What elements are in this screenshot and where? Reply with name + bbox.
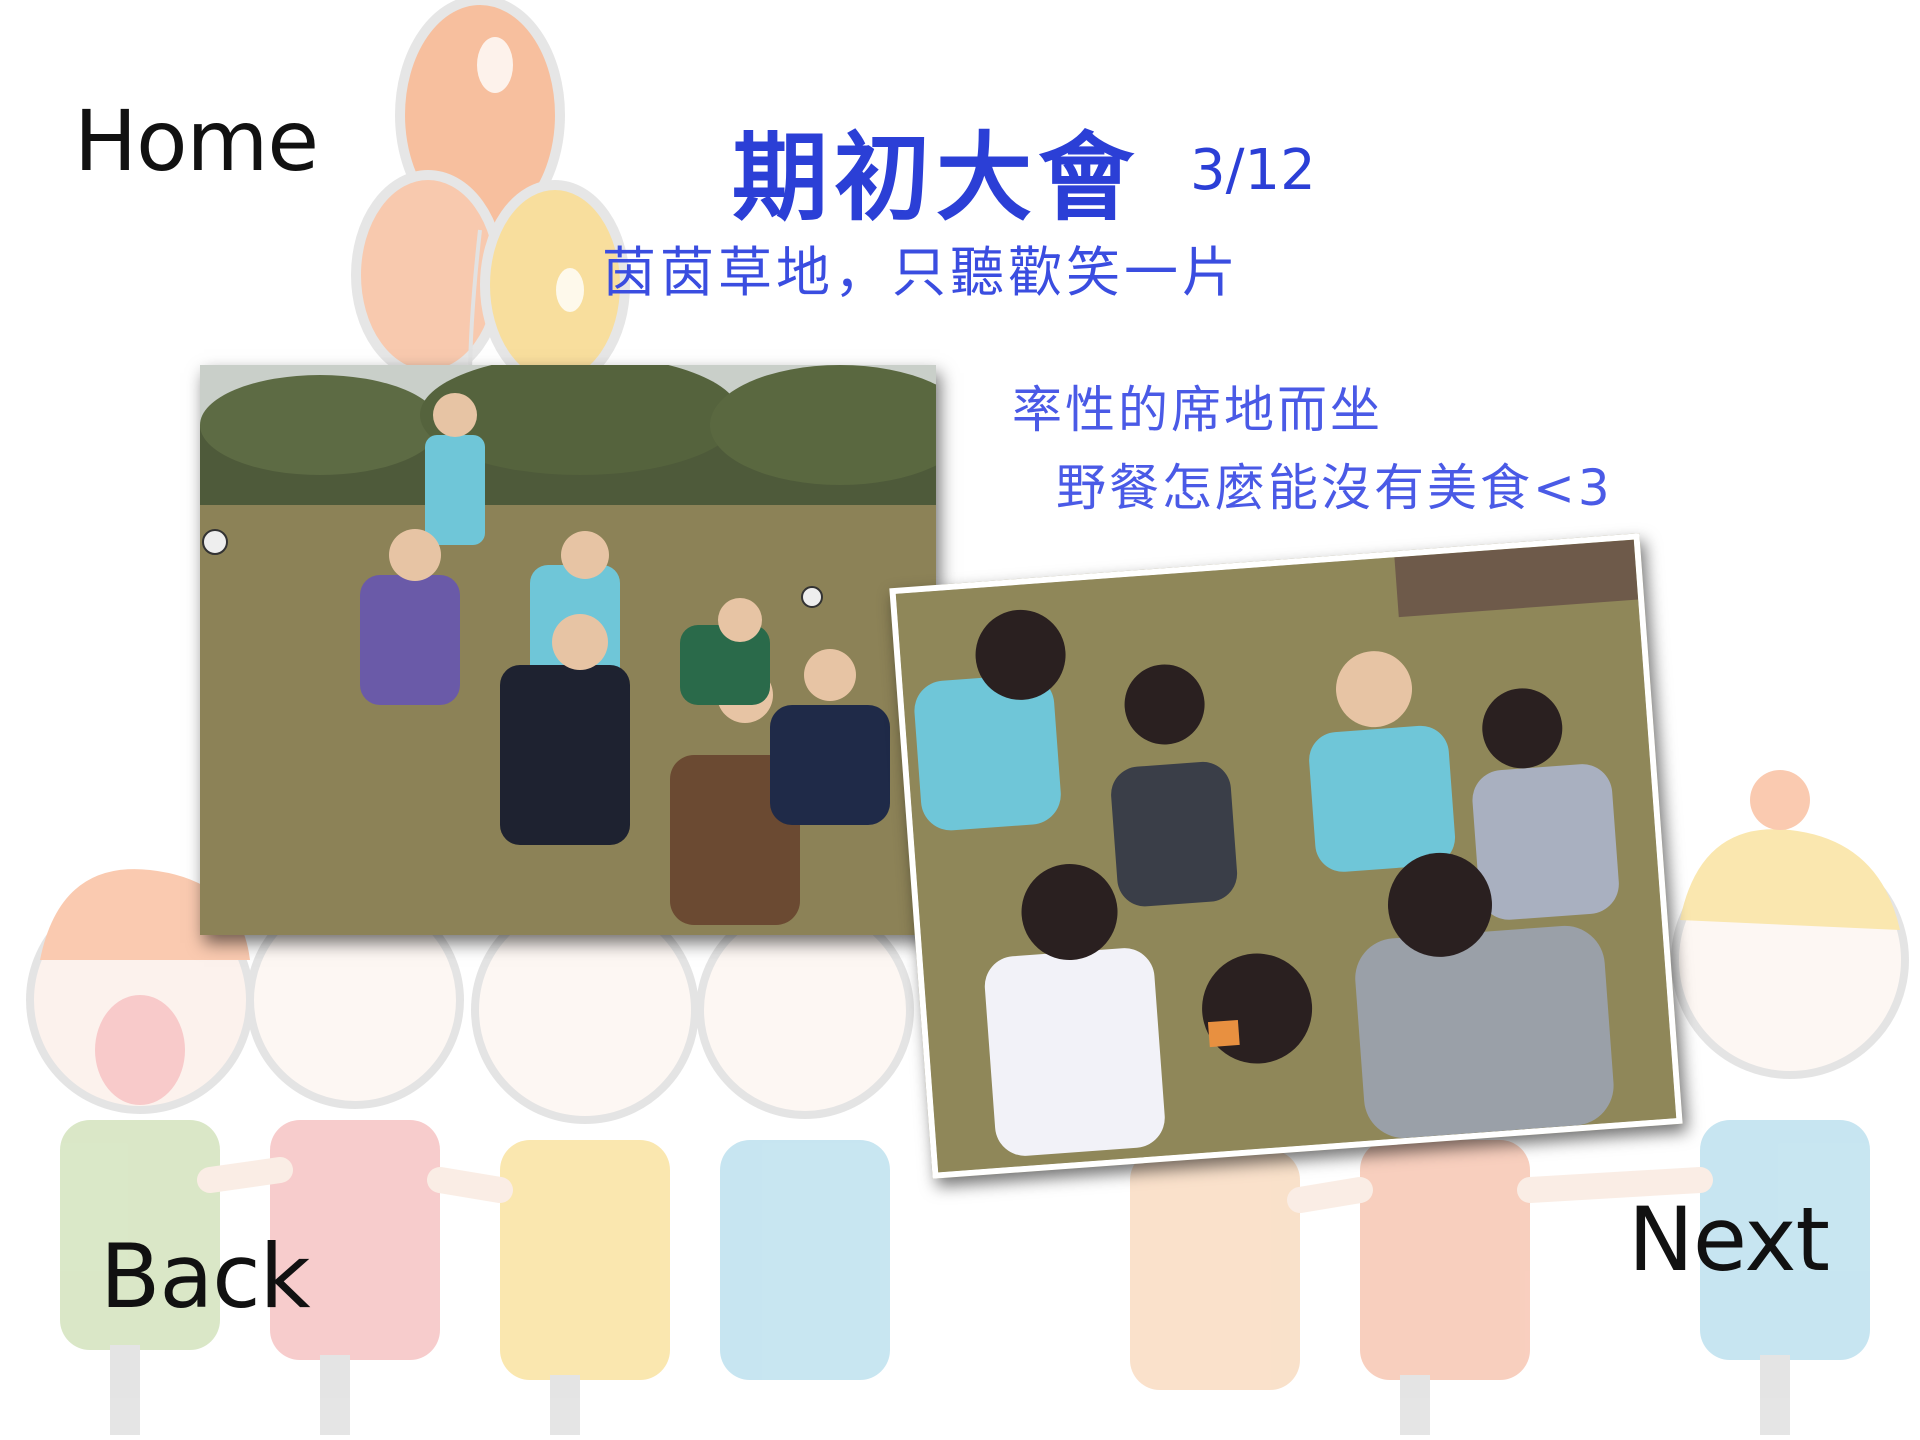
- next-link[interactable]: Next: [1628, 1188, 1830, 1291]
- balloons-decoration: [351, 0, 630, 461]
- home-link[interactable]: Home: [74, 92, 319, 190]
- photo-group-on-grass: [200, 365, 936, 935]
- back-link[interactable]: Back: [100, 1225, 311, 1328]
- photo-picnic-circle: [889, 533, 1683, 1179]
- page-subtitle: 茵茵草地，只聽歡笑一片: [602, 241, 1240, 304]
- caption-line-1: 率性的席地而坐: [1012, 381, 1383, 439]
- caption-line-2: 野餐怎麼能沒有美食<3: [1056, 459, 1613, 517]
- page-date: 3/12: [1190, 138, 1316, 203]
- page-title: 期初大會: [732, 122, 1140, 234]
